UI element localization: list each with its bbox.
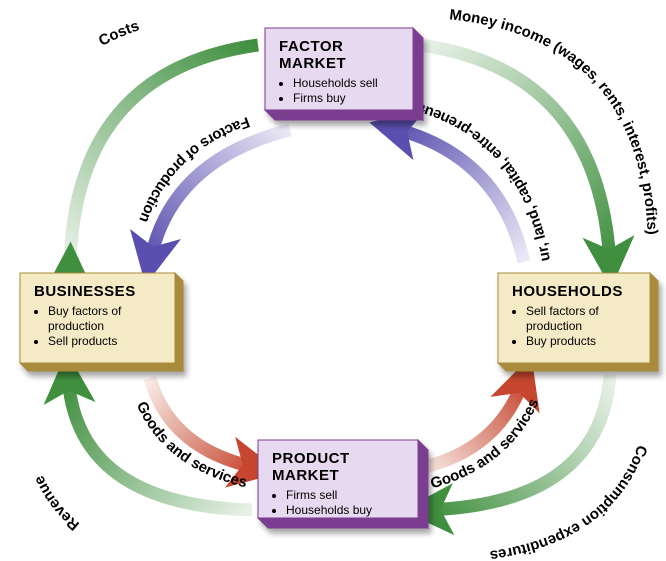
- goods_services_left-arrow: [150, 378, 258, 468]
- households-bullet: Sell factors of production: [526, 304, 638, 334]
- businesses-content: BUSINESSES Buy factors of productionSell …: [20, 273, 175, 363]
- goods_services_right-arrow: [420, 378, 524, 468]
- businesses-title: BUSINESSES: [34, 283, 163, 300]
- businesses-bullet: Buy factors of production: [48, 304, 163, 334]
- factors_of_production-arrow: [150, 130, 290, 262]
- product_market-bullet: Households buy: [286, 503, 406, 518]
- costs-label: Costs: [96, 17, 142, 49]
- factor_market-content: FACTOR MARKET Households sellFirms buy: [265, 28, 413, 110]
- households-title: HOUSEHOLDS: [512, 283, 638, 300]
- product_market-content: PRODUCT MARKET Firms sellHouseholds buy: [258, 440, 418, 518]
- households-content: HOUSEHOLDS Sell factors of productionBuy …: [498, 273, 650, 363]
- product_market-title: PRODUCT MARKET: [272, 450, 406, 484]
- factor_market-bullet: Households sell: [293, 76, 401, 91]
- revenue-label: Revenue: [31, 473, 83, 534]
- product_market-bullets: Firms sellHouseholds buy: [272, 488, 406, 518]
- factors_of_production-label: Factors of production: [135, 113, 252, 225]
- product_market-bullet: Firms sell: [286, 488, 406, 503]
- labour_land-arrow: [392, 128, 524, 262]
- factor_market-bullets: Households sellFirms buy: [279, 76, 401, 106]
- businesses-bullets: Buy factors of productionSell products: [34, 304, 163, 349]
- businesses-bullet: Sell products: [48, 334, 163, 349]
- factor_market-title: FACTOR MARKET: [279, 38, 401, 72]
- factor_market-bullet: Firms buy: [293, 91, 401, 106]
- money_income-label: Money income (wages, rents, interest, pr…: [449, 6, 661, 235]
- households-bullets: Sell factors of productionBuy products: [512, 304, 638, 349]
- households-bullet: Buy products: [526, 334, 638, 349]
